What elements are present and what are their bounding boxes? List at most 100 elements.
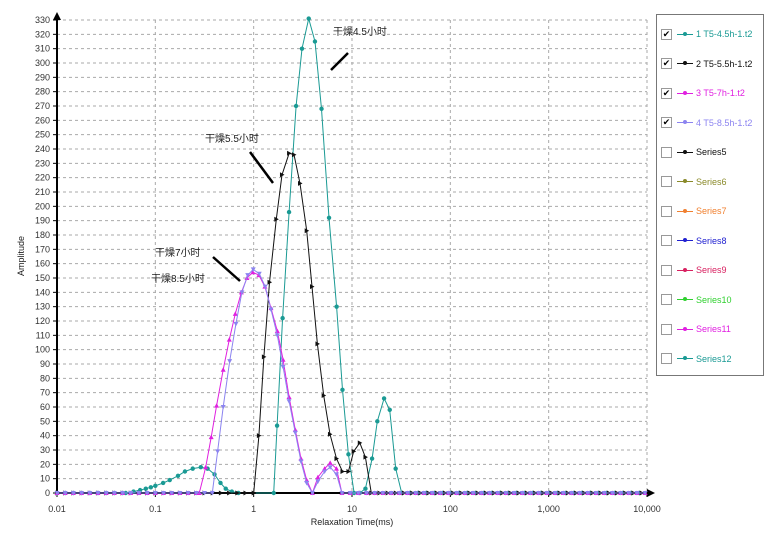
legend-checkbox[interactable]: ✔ (661, 117, 672, 128)
data-point (274, 423, 280, 428)
series-line-1 (57, 18, 640, 494)
data-point (312, 39, 318, 44)
legend-swatch-icon (677, 31, 693, 36)
data-point (369, 456, 375, 461)
legend-checkbox[interactable]: ✔ (661, 87, 672, 99)
legend-item[interactable]: ✔ 2 T5-5.5h-1.t2 (661, 57, 752, 71)
y-tick-label: 320 (35, 29, 50, 39)
legend-label: Series6 (696, 176, 727, 187)
legend-item[interactable]: Series10 (661, 293, 732, 307)
legend-checkbox[interactable] (661, 323, 672, 335)
legend-swatch-icon (677, 326, 693, 331)
data-point (185, 491, 191, 496)
legend-checkbox[interactable] (661, 235, 672, 246)
annotation-arrow (248, 151, 275, 184)
legend-label: Series10 (696, 294, 732, 305)
data-point (293, 103, 299, 109)
legend-checkbox[interactable] (661, 146, 672, 158)
annotation-4-5h: 干燥4.5小时 (333, 27, 387, 38)
data-point (334, 456, 339, 462)
data-point (250, 269, 256, 275)
data-point (62, 491, 68, 496)
legend-checkbox[interactable] (661, 176, 672, 187)
x-tick-label: 100 (443, 504, 458, 514)
data-point (208, 434, 214, 440)
data-point (333, 466, 339, 471)
legend-item[interactable]: Series8 (661, 234, 727, 248)
data-point (111, 491, 117, 496)
legend-item[interactable]: Series6 (661, 175, 727, 189)
legend-item[interactable]: ✔ 1 T5-4.5h-1.t2 (661, 27, 752, 41)
data-point (334, 304, 339, 309)
y-tick-label: 20 (40, 459, 50, 469)
legend-label: Series11 (696, 324, 731, 334)
legend-checkbox[interactable] (661, 205, 672, 217)
data-point (380, 491, 386, 496)
legend-item[interactable]: Series11 (661, 322, 731, 336)
y-tick-label: 250 (35, 130, 50, 140)
series-line-4 (57, 268, 646, 495)
data-point (445, 491, 451, 496)
y-tick-label: 130 (35, 302, 50, 312)
legend-label: Series8 (696, 235, 727, 246)
data-point (271, 490, 276, 496)
legend-item[interactable]: Series9 (661, 263, 727, 277)
data-point (203, 464, 209, 470)
y-tick-label: 30 (40, 445, 50, 455)
data-point (387, 407, 392, 413)
data-point (519, 491, 525, 496)
y-axis-arrow (53, 12, 61, 20)
y-tick-label: 120 (35, 316, 50, 326)
data-point (372, 491, 378, 496)
data-point (304, 228, 310, 234)
data-point (437, 491, 443, 496)
data-point (144, 491, 150, 496)
legend-checkbox[interactable] (661, 353, 672, 364)
y-tick-label: 290 (35, 72, 50, 82)
data-point (357, 440, 363, 446)
data-point (363, 454, 368, 460)
data-point (306, 16, 311, 21)
y-tick-label: 160 (35, 259, 50, 269)
legend-label: Series5 (696, 147, 727, 157)
legend-checkbox[interactable]: ✔ (661, 58, 672, 69)
data-point (404, 491, 410, 496)
y-tick-label: 200 (35, 201, 50, 211)
y-tick-label: 100 (35, 345, 50, 355)
data-point (634, 491, 640, 496)
legend-swatch-icon (677, 61, 693, 65)
data-point (268, 307, 274, 313)
data-point (177, 491, 183, 496)
legend-label: 3 T5-7h-1.t2 (696, 88, 745, 98)
legend-label: 1 T5-4.5h-1.t2 (696, 29, 753, 39)
legend-checkbox[interactable]: ✔ (661, 28, 672, 40)
data-point (346, 469, 351, 474)
legend-item[interactable]: ✔ 4 T5-8.5h-1.t2 (661, 116, 752, 130)
legend-checkbox[interactable] (661, 294, 672, 305)
data-point (536, 491, 542, 496)
data-point (220, 367, 226, 372)
data-point (261, 354, 267, 360)
data-point (346, 452, 351, 457)
data-point (256, 433, 262, 439)
legend-item[interactable]: Series5 (661, 145, 727, 159)
data-point (103, 491, 109, 496)
data-point (593, 491, 599, 496)
legend-swatch-icon (677, 120, 693, 124)
data-point (315, 474, 321, 480)
data-point (227, 359, 233, 364)
legend-checkbox[interactable] (661, 264, 672, 276)
data-point (642, 491, 648, 496)
data-point (279, 172, 285, 178)
annotation-5-5h: 干燥5.5小时 (205, 134, 259, 145)
data-point (327, 460, 333, 465)
y-tick-label: 310 (35, 44, 50, 54)
legend-item[interactable]: Series7 (661, 204, 727, 218)
legend-item[interactable]: Series12 (661, 352, 732, 366)
data-point (202, 491, 207, 496)
data-point (239, 290, 245, 295)
data-point (286, 394, 292, 399)
legend-item[interactable]: ✔ 3 T5-7h-1.t2 (661, 86, 745, 100)
data-point (190, 466, 195, 471)
